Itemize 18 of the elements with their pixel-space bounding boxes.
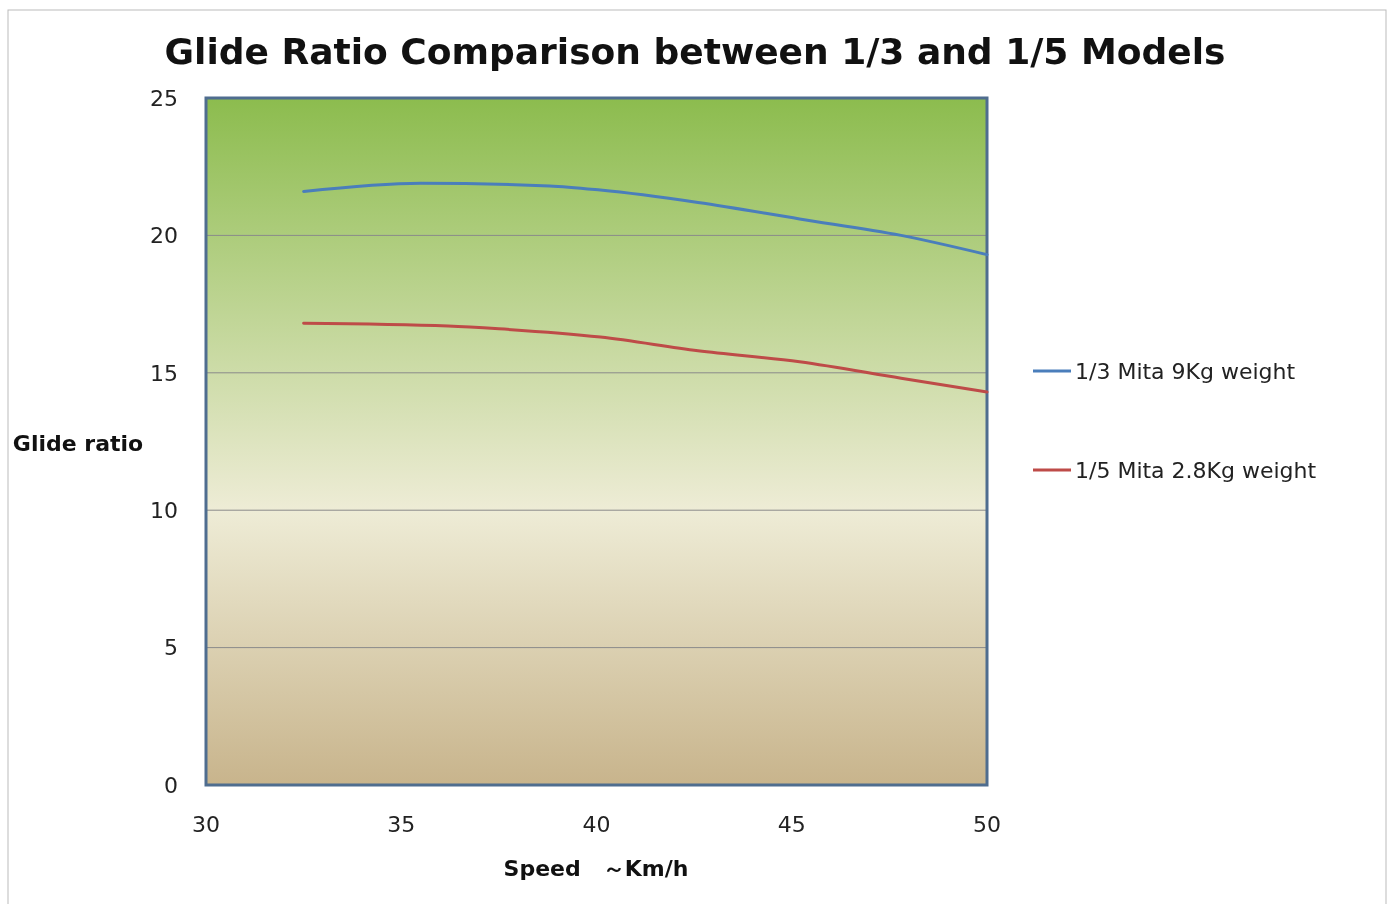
y-tick-label: 5 (164, 635, 178, 661)
x-tick-label: 35 (387, 812, 416, 837)
legend-label: 1/5 Mita 2.8Kg weight (1075, 457, 1317, 483)
line-series (302, 321, 989, 394)
x-tick-label: 30 (192, 812, 220, 837)
x-tick-label: 45 (777, 812, 806, 837)
y-axis-title: Glide ratio (12, 431, 144, 456)
chart-title: Glide Ratio Comparison between 1/3 and 1/5 Models (164, 31, 1226, 72)
y-tick-label: 10 (150, 497, 178, 523)
line-series (302, 181, 989, 257)
x-axis-title: Speed ～Km/h (503, 856, 689, 881)
legend-label: 1/3 Mita 9Kg weight (1075, 358, 1296, 384)
x-tick-label: 40 (582, 812, 611, 837)
y-tick-label: 25 (150, 85, 178, 111)
x-tick-label: 50 (973, 812, 1001, 837)
y-tick-label: 15 (150, 360, 178, 386)
y-tick-label: 0 (164, 772, 178, 798)
y-tick-label: 20 (150, 223, 178, 249)
